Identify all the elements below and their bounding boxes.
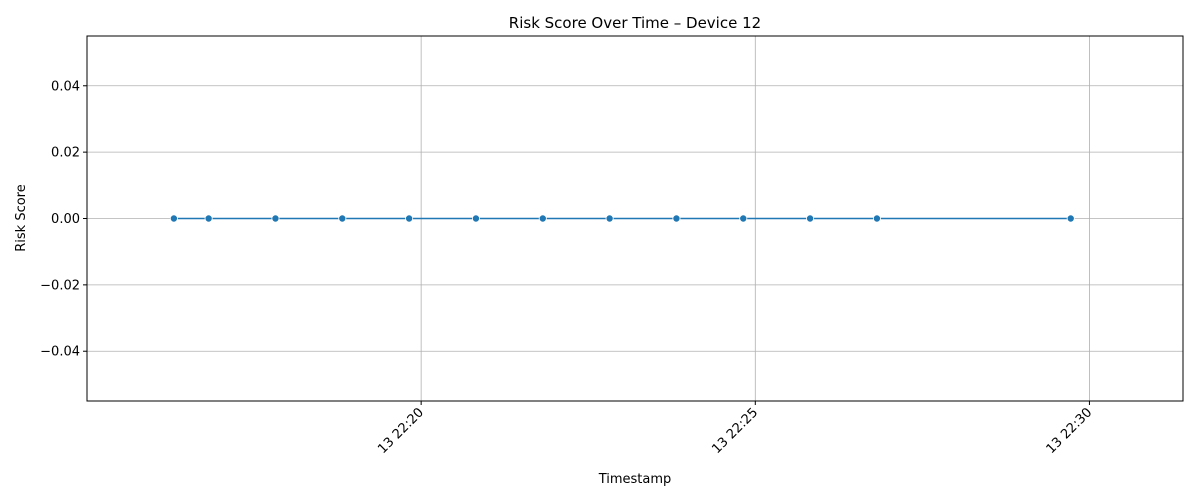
data-point [169,214,178,223]
y-tick-label: 0.04 [51,79,80,94]
y-axis: 0.04 0.02 0.00 −0.02 −0.04 [40,79,87,360]
data-point [538,214,547,223]
series-group [169,214,1075,223]
data-point [672,214,681,223]
y-tick-label: −0.02 [40,278,80,293]
chart-title: Risk Score Over Time – Device 12 [509,14,761,32]
y-tick-label: 0.02 [51,146,80,161]
data-point [405,214,414,223]
data-point [338,214,347,223]
y-tick-label: 0.00 [51,212,80,227]
y-axis-label: Risk Score [14,184,29,252]
data-point [271,214,280,223]
data-point [806,214,815,223]
y-tick-label: −0.04 [40,345,80,360]
data-point [739,214,748,223]
data-point [605,214,614,223]
data-point [872,214,881,223]
x-axis-label: Timestamp [598,472,672,487]
data-point [471,214,480,223]
data-point [1066,214,1075,223]
data-point [204,214,213,223]
